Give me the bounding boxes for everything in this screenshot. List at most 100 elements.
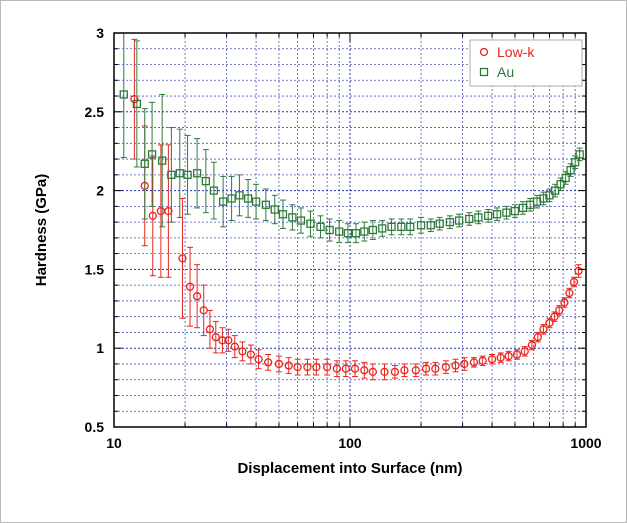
low-k-point bbox=[274, 359, 284, 369]
au-point bbox=[192, 169, 202, 178]
marker-layer bbox=[119, 90, 584, 376]
y-tick-label: 2.5 bbox=[85, 104, 105, 120]
au-point bbox=[484, 211, 493, 220]
low-k-point bbox=[469, 358, 479, 367]
au-point bbox=[167, 170, 176, 179]
low-k-point bbox=[264, 358, 273, 367]
au-point bbox=[306, 219, 315, 228]
low-k-point bbox=[199, 306, 208, 315]
low-k-point bbox=[478, 356, 487, 365]
error-bar-layer bbox=[120, 32, 583, 381]
au-point bbox=[288, 213, 297, 222]
low-k-point bbox=[565, 288, 574, 298]
au-point bbox=[416, 221, 426, 230]
au-point bbox=[545, 191, 554, 200]
low-k-point bbox=[441, 362, 451, 372]
au-point bbox=[183, 170, 192, 179]
low-k-point bbox=[496, 353, 505, 362]
low-k-point bbox=[390, 367, 400, 376]
x-axis-title: Displacement into Surface (nm) bbox=[237, 460, 462, 477]
low-k-point bbox=[148, 211, 157, 220]
au-point bbox=[465, 214, 474, 224]
low-k-point bbox=[411, 366, 420, 375]
low-k-point bbox=[341, 364, 350, 373]
au-point bbox=[251, 197, 261, 206]
low-k-point bbox=[539, 325, 548, 334]
au-point bbox=[296, 216, 306, 225]
low-k-point bbox=[451, 361, 460, 370]
au-point bbox=[278, 210, 288, 219]
legend: Low-k Au bbox=[469, 39, 583, 87]
low-k-point bbox=[504, 351, 513, 361]
y-tick-label: 0.5 bbox=[85, 419, 105, 435]
low-k-point bbox=[560, 298, 569, 307]
au-point bbox=[368, 225, 378, 235]
au-point bbox=[235, 191, 244, 200]
low-k-point bbox=[350, 364, 360, 373]
au-point bbox=[209, 186, 219, 195]
au-point bbox=[571, 158, 580, 167]
y-tick-label: 1.5 bbox=[85, 261, 105, 277]
au-point bbox=[575, 150, 584, 159]
low-k-point bbox=[322, 362, 332, 372]
au-point bbox=[454, 216, 464, 225]
au-point bbox=[270, 205, 279, 214]
legend-box bbox=[469, 39, 583, 87]
legend-au-marker bbox=[479, 67, 489, 77]
x-tick-label: 10 bbox=[106, 435, 122, 451]
y-tick-label: 1 bbox=[96, 340, 104, 356]
au-point bbox=[387, 222, 396, 231]
au-point bbox=[435, 219, 444, 228]
au-point bbox=[550, 186, 560, 195]
low-k-point bbox=[205, 325, 215, 334]
au-point bbox=[426, 221, 435, 230]
au-point bbox=[132, 99, 142, 109]
low-k-point bbox=[487, 355, 497, 364]
au-point bbox=[335, 227, 344, 236]
y-axis-title: Hardness (GPa) bbox=[33, 174, 50, 287]
y-tick-label: 3 bbox=[96, 25, 104, 41]
low-k-point bbox=[230, 342, 239, 351]
au-point bbox=[561, 173, 570, 183]
au-point bbox=[474, 213, 483, 222]
low-k-point bbox=[380, 367, 389, 376]
low-k-point bbox=[211, 333, 220, 342]
x-tick-label: 1000 bbox=[570, 435, 601, 451]
low-k-point bbox=[254, 355, 263, 364]
low-k-point bbox=[224, 336, 233, 345]
au-point bbox=[218, 197, 228, 206]
low-k-point bbox=[533, 333, 542, 342]
au-point bbox=[147, 150, 157, 159]
au-point bbox=[343, 229, 353, 238]
au-point bbox=[502, 208, 511, 217]
legend-low-k-marker bbox=[479, 47, 489, 57]
au-point bbox=[445, 217, 455, 227]
au-point bbox=[397, 222, 406, 231]
au-point bbox=[140, 159, 149, 168]
low-k-point bbox=[550, 312, 559, 321]
low-k-point bbox=[284, 361, 293, 370]
low-k-point bbox=[303, 362, 312, 372]
low-k-point bbox=[246, 350, 255, 359]
low-k-point bbox=[238, 347, 247, 356]
low-k-point bbox=[431, 364, 440, 373]
low-k-point bbox=[520, 347, 529, 356]
au-point bbox=[360, 227, 369, 236]
low-k-point bbox=[218, 336, 227, 345]
low-k-point bbox=[130, 95, 139, 104]
legend-au-label: Au bbox=[497, 64, 514, 80]
x-tick-label: 100 bbox=[338, 435, 362, 451]
low-k-point bbox=[140, 181, 149, 191]
au-point bbox=[406, 222, 415, 231]
au-point bbox=[325, 225, 334, 235]
legend-low-k-label: Low-k bbox=[497, 44, 535, 60]
low-k-point bbox=[574, 266, 583, 276]
low-k-point bbox=[312, 362, 321, 372]
au-point bbox=[158, 156, 167, 165]
au-point bbox=[175, 169, 184, 178]
au-point bbox=[492, 210, 502, 219]
au-point bbox=[316, 222, 325, 231]
low-k-point bbox=[569, 277, 579, 287]
low-k-point bbox=[192, 292, 202, 301]
